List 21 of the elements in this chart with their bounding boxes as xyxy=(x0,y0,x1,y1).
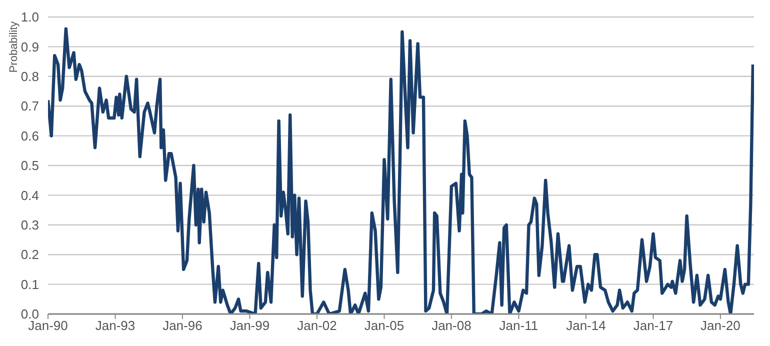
y-axis-title: Probability xyxy=(8,20,20,73)
y-tick-label: 0.4 xyxy=(20,188,39,203)
y-tick-label: 0.1 xyxy=(20,276,39,292)
x-tick-label: Jan-17 xyxy=(633,318,674,334)
x-tick-label: Jan-93 xyxy=(95,318,136,334)
y-tick-label: 1.0 xyxy=(20,10,39,25)
y-tick-label: 0.7 xyxy=(20,98,39,114)
y-tick-label: 0.9 xyxy=(20,39,39,54)
y-tick-label: 0.6 xyxy=(20,128,39,144)
x-tick-label: Jan-02 xyxy=(297,318,337,334)
y-tick-label: 0.3 xyxy=(20,218,39,233)
y-tick-label: 0.2 xyxy=(20,247,39,262)
x-tick-label: Jan-11 xyxy=(499,318,538,334)
y-tick-label: 0.5 xyxy=(20,158,39,174)
y-tick-label: 0.8 xyxy=(20,69,39,84)
x-tick-label: Jan-05 xyxy=(364,318,404,334)
x-tick-label: Jan-14 xyxy=(566,318,606,334)
x-tick-label: Jan-20 xyxy=(700,318,740,334)
x-tick-label: Jan-99 xyxy=(230,318,270,334)
x-tick-label: Jan-08 xyxy=(432,318,472,334)
x-tick-label: Jan-96 xyxy=(162,318,202,334)
